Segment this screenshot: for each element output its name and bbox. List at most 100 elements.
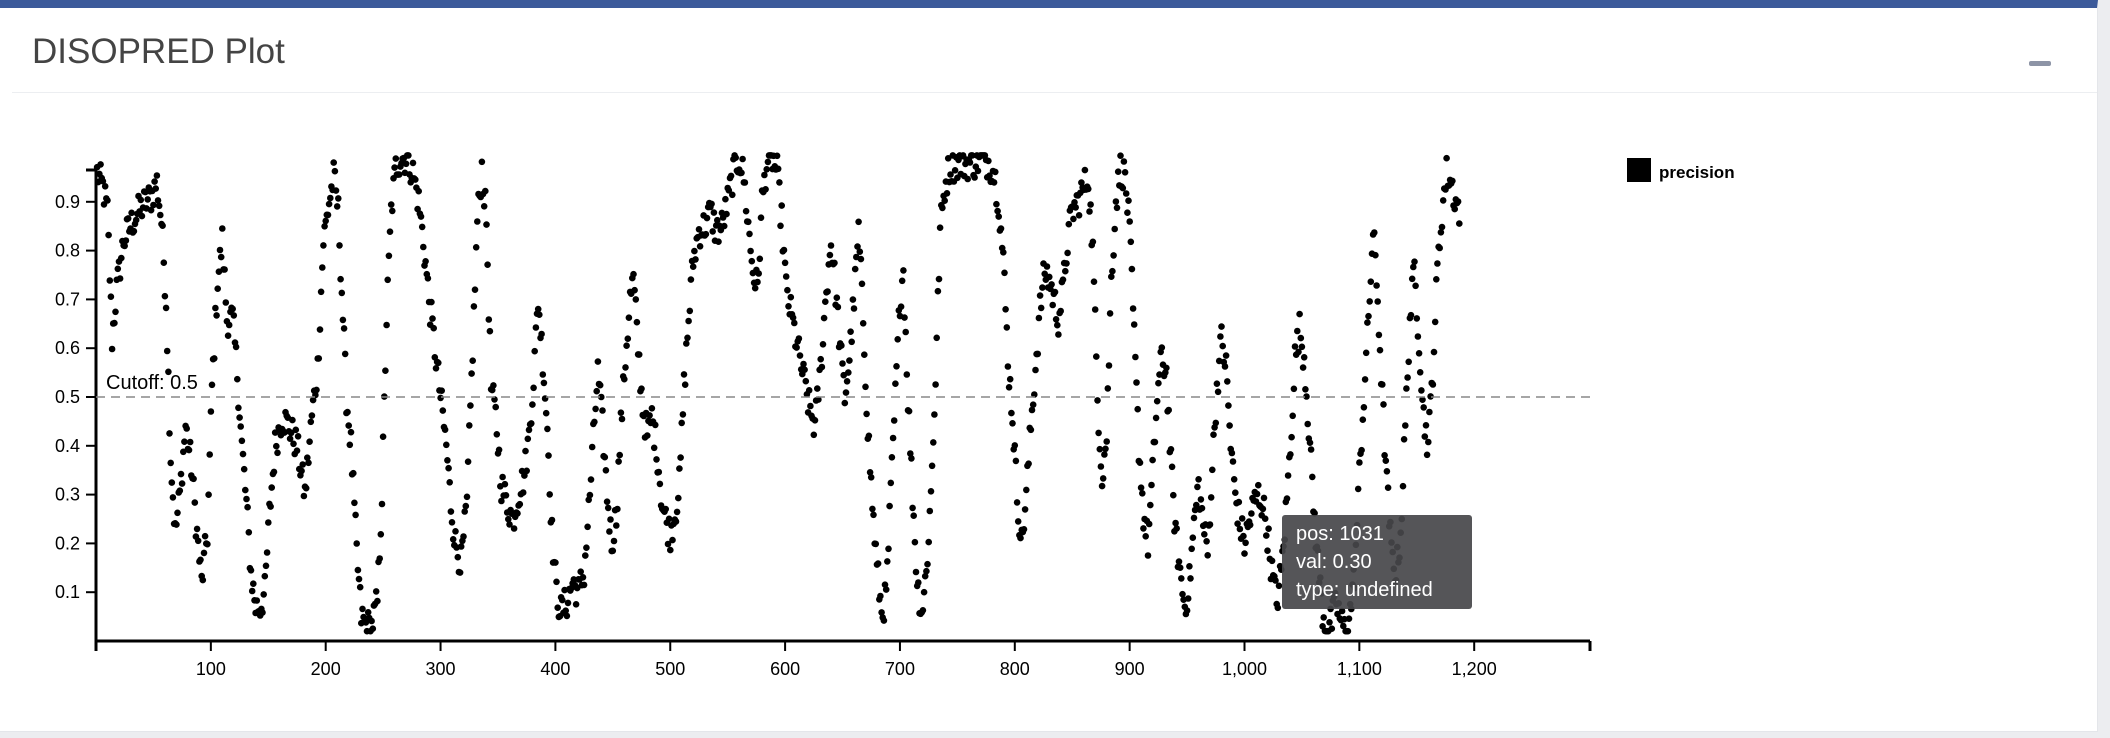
data-point[interactable] bbox=[1172, 519, 1179, 527]
data-point[interactable] bbox=[610, 537, 618, 545]
data-point[interactable] bbox=[321, 223, 328, 230]
data-point[interactable] bbox=[846, 357, 853, 364]
data-point[interactable] bbox=[466, 422, 473, 429]
data-point[interactable] bbox=[485, 316, 493, 323]
data-point[interactable] bbox=[927, 488, 935, 495]
data-point[interactable] bbox=[1147, 501, 1154, 509]
data-point[interactable] bbox=[114, 265, 122, 273]
data-point[interactable] bbox=[1133, 379, 1140, 386]
data-point[interactable] bbox=[1228, 449, 1236, 457]
data-point[interactable] bbox=[1071, 199, 1078, 206]
data-point[interactable] bbox=[838, 342, 845, 349]
data-point[interactable] bbox=[563, 612, 571, 620]
data-point[interactable] bbox=[1149, 456, 1156, 464]
data-point[interactable] bbox=[756, 255, 764, 263]
data-point[interactable] bbox=[1443, 154, 1450, 162]
data-point[interactable] bbox=[897, 303, 905, 311]
data-point[interactable] bbox=[369, 625, 377, 632]
data-point[interactable] bbox=[966, 159, 974, 166]
data-point[interactable] bbox=[710, 209, 718, 216]
data-point[interactable] bbox=[817, 355, 824, 363]
data-point[interactable] bbox=[986, 172, 993, 179]
data-point[interactable] bbox=[263, 549, 271, 556]
data-point[interactable] bbox=[673, 508, 681, 516]
data-point[interactable] bbox=[1195, 476, 1202, 483]
data-point[interactable] bbox=[1153, 397, 1161, 405]
data-point[interactable] bbox=[920, 588, 928, 596]
data-point[interactable] bbox=[1103, 438, 1110, 445]
data-point[interactable] bbox=[599, 407, 606, 414]
data-point[interactable] bbox=[854, 243, 861, 250]
data-point[interactable] bbox=[270, 468, 278, 476]
data-point[interactable] bbox=[653, 456, 660, 463]
data-point[interactable] bbox=[1114, 168, 1122, 175]
data-point[interactable] bbox=[1052, 316, 1060, 323]
data-point[interactable] bbox=[834, 303, 842, 311]
data-point[interactable] bbox=[470, 303, 478, 310]
data-point[interactable] bbox=[1054, 321, 1061, 329]
data-point[interactable] bbox=[1226, 422, 1233, 429]
data-point[interactable] bbox=[372, 588, 380, 595]
data-point[interactable] bbox=[993, 200, 1000, 208]
data-point[interactable] bbox=[1158, 344, 1166, 351]
data-point[interactable] bbox=[624, 335, 632, 343]
data-point[interactable] bbox=[720, 222, 728, 230]
data-point[interactable] bbox=[1125, 197, 1132, 204]
data-point[interactable] bbox=[1380, 401, 1387, 408]
data-point[interactable] bbox=[947, 171, 954, 178]
data-point[interactable] bbox=[1265, 525, 1272, 532]
data-point[interactable] bbox=[676, 465, 683, 472]
data-point[interactable] bbox=[178, 480, 186, 487]
data-point[interactable] bbox=[463, 493, 471, 501]
data-point[interactable] bbox=[685, 317, 692, 325]
data-point[interactable] bbox=[1274, 604, 1282, 612]
data-point[interactable] bbox=[1091, 306, 1099, 313]
data-point[interactable] bbox=[1120, 158, 1128, 165]
data-point[interactable] bbox=[613, 522, 620, 529]
data-point[interactable] bbox=[1365, 312, 1372, 320]
data-point[interactable] bbox=[445, 464, 452, 472]
data-point[interactable] bbox=[155, 202, 163, 210]
data-point[interactable] bbox=[152, 185, 159, 192]
data-point[interactable] bbox=[1431, 318, 1439, 326]
data-point[interactable] bbox=[1009, 420, 1016, 427]
data-point[interactable] bbox=[869, 505, 876, 513]
data-point[interactable] bbox=[757, 214, 765, 221]
data-point[interactable] bbox=[302, 484, 310, 492]
data-point[interactable] bbox=[761, 171, 768, 179]
data-point[interactable] bbox=[1421, 433, 1429, 440]
data-point[interactable] bbox=[351, 499, 358, 507]
data-point[interactable] bbox=[943, 190, 951, 197]
data-point[interactable] bbox=[1413, 315, 1421, 322]
data-point[interactable] bbox=[1097, 463, 1105, 470]
data-point[interactable] bbox=[1418, 387, 1425, 394]
data-point[interactable] bbox=[132, 216, 140, 224]
data-point[interactable] bbox=[260, 591, 268, 598]
data-point[interactable] bbox=[1075, 212, 1083, 219]
data-point[interactable] bbox=[506, 521, 513, 528]
data-point[interactable] bbox=[1004, 363, 1012, 370]
data-point[interactable] bbox=[409, 159, 417, 167]
data-point[interactable] bbox=[248, 587, 256, 595]
data-point[interactable] bbox=[1303, 393, 1310, 400]
data-point[interactable] bbox=[177, 470, 185, 478]
data-point[interactable] bbox=[614, 505, 621, 513]
data-point[interactable] bbox=[219, 225, 226, 232]
data-point[interactable] bbox=[1183, 607, 1191, 614]
data-point[interactable] bbox=[616, 451, 623, 459]
data-point[interactable] bbox=[784, 286, 791, 294]
data-point[interactable] bbox=[304, 454, 311, 462]
data-point[interactable] bbox=[229, 305, 236, 313]
data-point[interactable] bbox=[307, 418, 315, 426]
data-point[interactable] bbox=[903, 371, 911, 378]
data-point[interactable] bbox=[683, 340, 690, 347]
data-point[interactable] bbox=[747, 247, 754, 255]
data-point[interactable] bbox=[474, 218, 481, 225]
data-point[interactable] bbox=[204, 540, 211, 548]
data-point[interactable] bbox=[672, 518, 680, 525]
data-point[interactable] bbox=[438, 387, 446, 395]
data-point[interactable] bbox=[247, 567, 255, 574]
data-point[interactable] bbox=[441, 426, 449, 434]
data-point[interactable] bbox=[540, 379, 548, 387]
data-point[interactable] bbox=[1449, 177, 1456, 185]
